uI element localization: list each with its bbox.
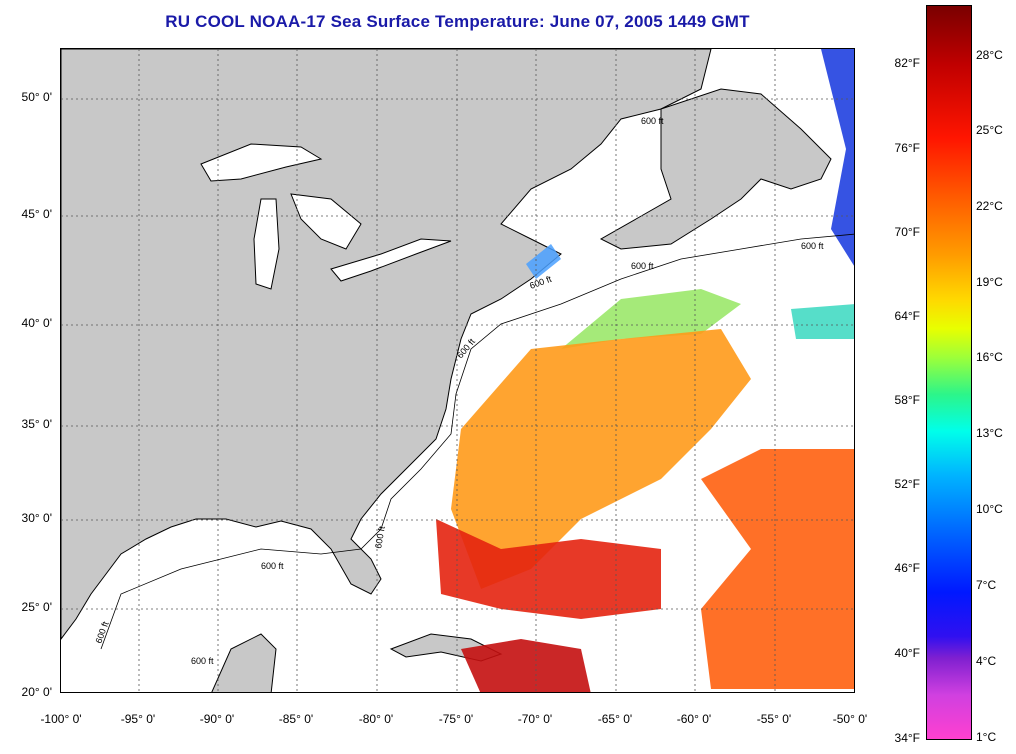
lon-label: -80° 0' <box>358 712 394 726</box>
contour-label: 600 ft <box>93 620 110 645</box>
sst-swath-gulfstream <box>451 329 751 589</box>
fahrenheit-label: 64°F <box>894 309 920 323</box>
celsius-label: 1°C <box>976 730 997 744</box>
contour-label: 600 ft <box>641 116 664 126</box>
fahrenheit-label: 76°F <box>894 141 920 155</box>
sst-swath-south <box>436 519 661 619</box>
isobath-600ft <box>100 233 854 650</box>
sst-swath-far-south <box>461 639 591 692</box>
land-maritimes <box>599 88 832 250</box>
contour-label: 600 ft <box>373 525 387 549</box>
lon-label: -75° 0' <box>438 712 474 726</box>
lat-label: 35° 0' <box>21 417 52 431</box>
fahrenheit-label: 58°F <box>894 393 920 407</box>
lon-label: -55° 0' <box>756 712 792 726</box>
celsius-label: 7°C <box>976 578 997 592</box>
temperature-colorbar <box>926 5 972 740</box>
lon-label: -90° 0' <box>199 712 235 726</box>
celsius-label: 10°C <box>976 502 1003 516</box>
celsius-label: 16°C <box>976 350 1003 364</box>
map-title: RU COOL NOAA-17 Sea Surface Temperature:… <box>165 12 750 31</box>
lon-label: -65° 0' <box>597 712 633 726</box>
celsius-label: 4°C <box>976 654 997 668</box>
lat-label: 45° 0' <box>21 207 52 221</box>
lon-label: -50° 0' <box>832 712 868 726</box>
fahrenheit-label: 70°F <box>894 225 920 239</box>
contour-label: 600 ft <box>261 561 284 571</box>
lake-michigan <box>253 198 280 290</box>
lake-superior <box>200 143 323 182</box>
lon-label: -60° 0' <box>676 712 712 726</box>
lat-label: 50° 0' <box>21 90 52 104</box>
celsius-label: 25°C <box>976 123 1003 137</box>
celsius-label: 19°C <box>976 275 1003 289</box>
celsius-label: 22°C <box>976 199 1003 213</box>
sst-swath-northeast <box>791 304 854 339</box>
map-canvas: 600 ft 600 ft 600 ft 600 ft 600 ft 600 f… <box>61 49 854 692</box>
sst-swath-east <box>701 449 854 689</box>
celsius-label: 13°C <box>976 426 1003 440</box>
sst-swath-labrador <box>821 49 854 266</box>
sst-swath-north <box>526 244 561 279</box>
lon-label: -100° 0' <box>40 712 82 726</box>
lake-huron <box>290 193 362 250</box>
fahrenheit-label: 52°F <box>894 477 920 491</box>
fahrenheit-label: 34°F <box>894 731 920 745</box>
land-north-america <box>61 49 712 640</box>
celsius-label: 28°C <box>976 48 1003 62</box>
fahrenheit-label: 46°F <box>894 561 920 575</box>
lon-label: -85° 0' <box>278 712 314 726</box>
fahrenheit-label: 82°F <box>894 56 920 70</box>
contour-label: 600 ft <box>631 261 654 271</box>
sst-map[interactable]: 600 ft 600 ft 600 ft 600 ft 600 ft 600 f… <box>60 48 855 693</box>
fahrenheit-label: 40°F <box>894 646 920 660</box>
land-yucatan <box>211 633 277 692</box>
lon-label: -70° 0' <box>517 712 553 726</box>
lat-label: 40° 0' <box>21 316 52 330</box>
contour-label: 600 ft <box>191 656 214 666</box>
lat-label: 25° 0' <box>21 600 52 614</box>
contour-label: 600 ft <box>801 241 824 251</box>
lat-label: 20° 0' <box>21 685 52 699</box>
lat-label: 30° 0' <box>21 511 52 525</box>
lake-erie-ontario <box>330 238 452 282</box>
lon-label: -95° 0' <box>120 712 156 726</box>
